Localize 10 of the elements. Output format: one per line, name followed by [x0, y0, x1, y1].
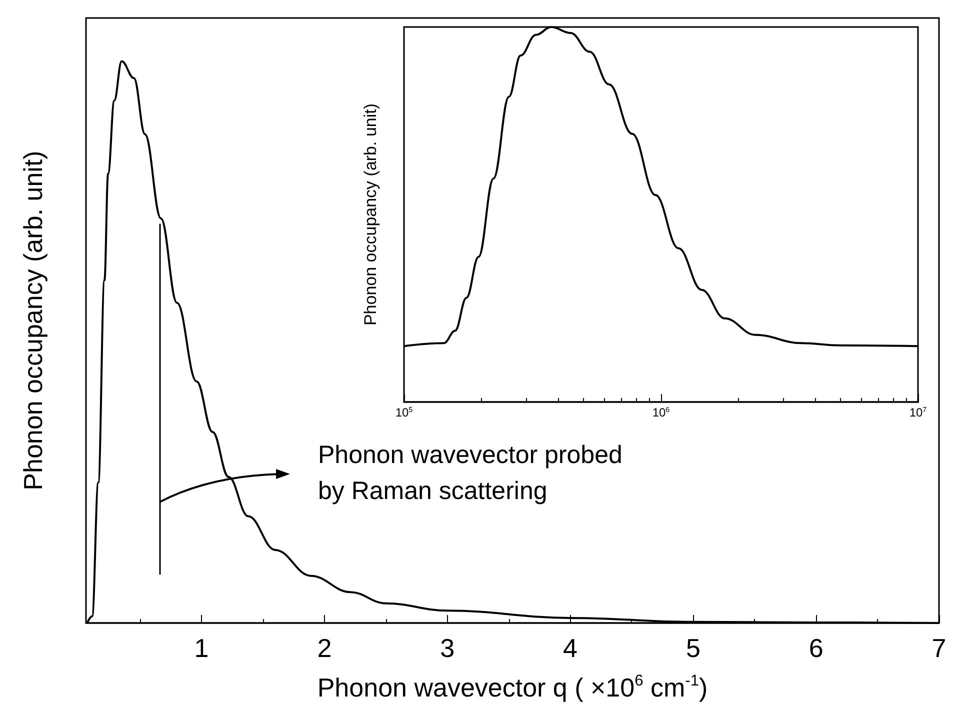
y-axis-title: Phonon occupancy (arb. unit) [18, 150, 48, 490]
x-tick-label: 2 [317, 633, 332, 663]
x-tick-label: 5 [686, 633, 700, 663]
x-tick-label: 6 [808, 633, 824, 663]
x-tick-label: 4 [563, 633, 578, 663]
y-axis-title: Phonon occupancy (arb. unit) [361, 103, 380, 326]
x-tick-label: 3 [440, 633, 455, 663]
ref-line-label: Phonon wavevector probed by Raman scattering [318, 441, 630, 505]
x-tick-label: 7 [932, 633, 946, 663]
x-tick-label: 1 [194, 633, 209, 663]
